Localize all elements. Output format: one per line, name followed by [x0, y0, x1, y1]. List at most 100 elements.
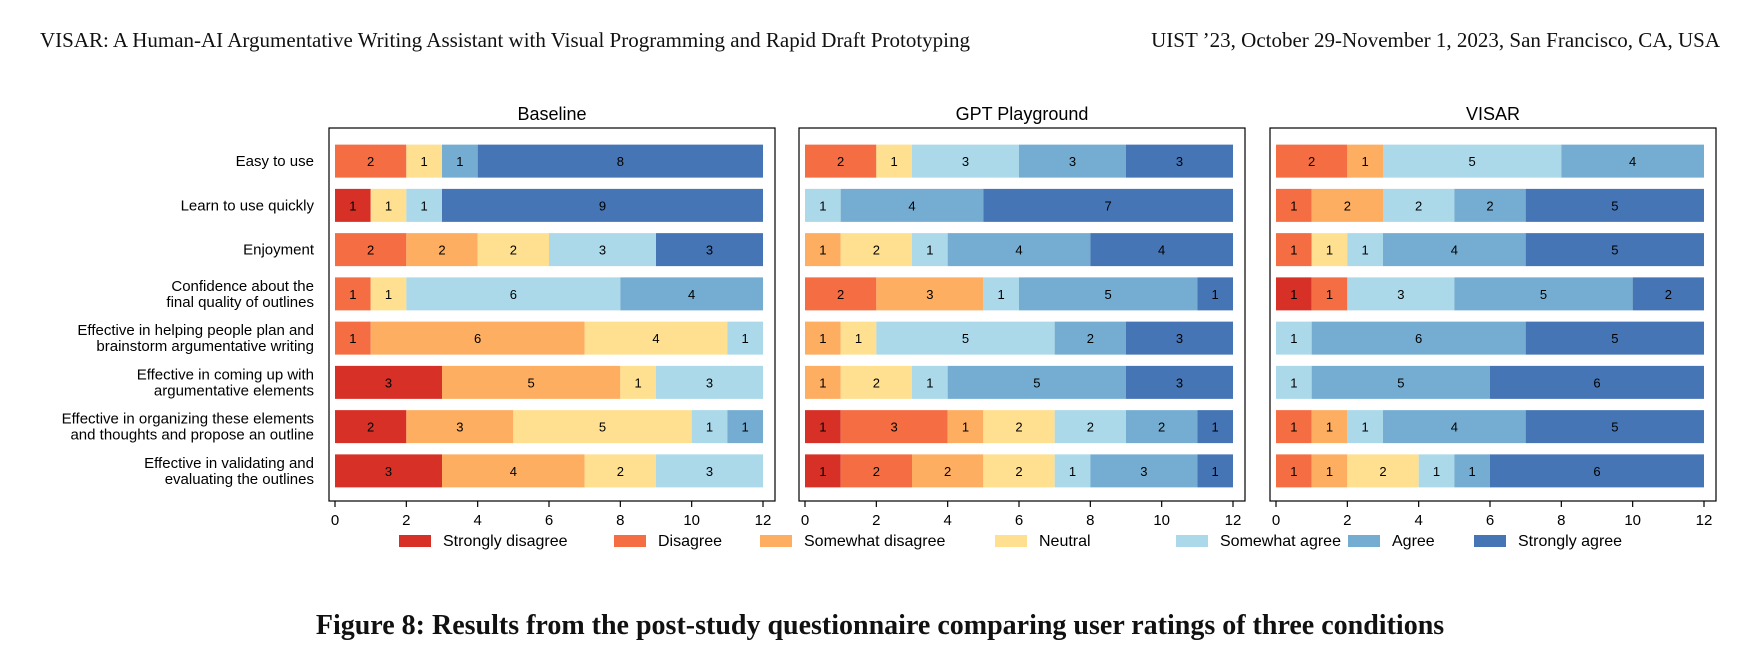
segment-value-label: 1 [1212, 420, 1219, 435]
segment-value-label: 2 [1486, 198, 1493, 213]
segment-value-label: 2 [837, 154, 844, 169]
segment-value-label: 1 [1290, 287, 1297, 302]
segment-value-label: 3 [926, 287, 933, 302]
bar-segment [1347, 410, 1383, 444]
bar-segment [1311, 233, 1348, 267]
x-tick-label: 6 [545, 512, 553, 529]
segment-value-label: 4 [1158, 243, 1165, 258]
segment-value-label: 1 [1326, 464, 1333, 479]
segment-value-label: 5 [1105, 287, 1112, 302]
segment-value-label: 7 [1105, 198, 1112, 213]
segment-value-label: 3 [385, 464, 392, 479]
segment-value-label: 3 [706, 243, 713, 258]
panel-baseline: Baseline 2 1 1 8 1 1 1 9 2 2 2 3 3 1 1 6 4 1 6 4 1 3 5 1 3 2 3 5 1 1 3 4… [328, 104, 776, 529]
segment-value-label: 5 [1397, 375, 1404, 390]
x-tick-label: 10 [683, 512, 700, 529]
segment-value-label: 1 [1069, 464, 1076, 479]
segment-value-label: 2 [1015, 464, 1022, 479]
bar-segment [442, 144, 478, 178]
bar-segment [805, 233, 841, 267]
segment-value-label: 1 [1290, 331, 1297, 346]
segment-value-label: 1 [819, 464, 826, 479]
x-tick-label: 4 [1414, 512, 1422, 529]
bar-segment [1383, 233, 1526, 267]
panel-frame [328, 127, 776, 502]
segment-value-label: 1 [421, 198, 428, 213]
bar-segment [1561, 144, 1704, 178]
segment-value-label: 6 [510, 287, 517, 302]
bar-segment [1418, 454, 1455, 488]
bar-segment [840, 410, 948, 444]
bar-segment [727, 321, 763, 355]
segment-value-label: 5 [599, 420, 606, 435]
x-tick-label: 8 [1557, 512, 1565, 529]
category-label: evaluating the outlines [165, 471, 314, 488]
bar-segment [840, 454, 912, 488]
legend-swatch [1348, 535, 1380, 547]
bar-segment [620, 365, 656, 399]
bar-segment [584, 454, 656, 488]
bar-segment [1126, 321, 1233, 355]
bar-segment [1347, 454, 1419, 488]
category-label: Learn to use quickly [181, 197, 315, 214]
bar-segment [442, 454, 585, 488]
segment-value-label: 3 [456, 420, 463, 435]
segment-value-label: 2 [1087, 331, 1094, 346]
segment-value-label: 1 [819, 420, 826, 435]
bar-segment [805, 454, 841, 488]
bar-segment [370, 321, 585, 355]
legend-swatch [995, 535, 1027, 547]
bar-segment [1311, 410, 1348, 444]
bar-segment [1276, 410, 1312, 444]
segment-value-label: 2 [1158, 420, 1165, 435]
bar-segment [1525, 233, 1704, 267]
category-label: Effective in helping people plan and [77, 322, 314, 339]
bar-segment [1347, 277, 1455, 311]
bar-segment [335, 188, 371, 222]
bar-segment [1276, 277, 1312, 311]
paper-title: VISAR: A Human-AI Argumentative Writing … [40, 28, 971, 52]
bar-segment [1197, 454, 1233, 488]
segment-value-label: 2 [438, 243, 445, 258]
category-label: and thoughts and propose an outline [70, 427, 314, 444]
segment-value-label: 6 [474, 331, 481, 346]
legend-swatch [760, 535, 792, 547]
segment-value-label: 2 [367, 420, 374, 435]
legend-label: Strongly disagree [443, 533, 568, 550]
segment-value-label: 1 [819, 243, 826, 258]
legend-label: Disagree [658, 533, 722, 550]
segment-value-label: 6 [1593, 375, 1600, 390]
segment-value-label: 1 [385, 287, 392, 302]
bar-segment [983, 454, 1055, 488]
bar-segment [1276, 188, 1312, 222]
segment-value-label: 3 [1176, 154, 1183, 169]
bar-segment [1197, 277, 1233, 311]
category-label: final quality of outlines [166, 294, 314, 311]
bar-segment [370, 188, 407, 222]
segment-value-label: 5 [1033, 375, 1040, 390]
bar-segment [1311, 365, 1490, 399]
x-tick-label: 10 [1153, 512, 1170, 529]
bar-segment [477, 144, 763, 178]
bar-segment [1126, 144, 1233, 178]
segment-value-label: 1 [349, 331, 356, 346]
bar-segment [1454, 454, 1490, 488]
legend-label: Somewhat agree [1220, 533, 1341, 550]
bar-segment [656, 233, 763, 267]
legend: Strongly disagree Disagree Somewhat disagr… [399, 533, 1622, 550]
segment-value-label: 5 [1611, 420, 1618, 435]
venue-info: UIST ’23, October 29-November 1, 2023, S… [1151, 28, 1720, 52]
segment-value-label: 4 [1015, 243, 1022, 258]
bar-segment [335, 321, 371, 355]
bar-segment [406, 188, 442, 222]
x-tick-label: 2 [872, 512, 880, 529]
bar-segment [947, 233, 1091, 267]
bar-segment [1276, 365, 1312, 399]
x-tick-label: 4 [943, 512, 951, 529]
segment-value-label: 1 [1326, 287, 1333, 302]
bar-segment [656, 454, 763, 488]
bar-segment [442, 188, 763, 222]
segment-value-label: 2 [873, 243, 880, 258]
segment-value-label: 3 [1140, 464, 1147, 479]
